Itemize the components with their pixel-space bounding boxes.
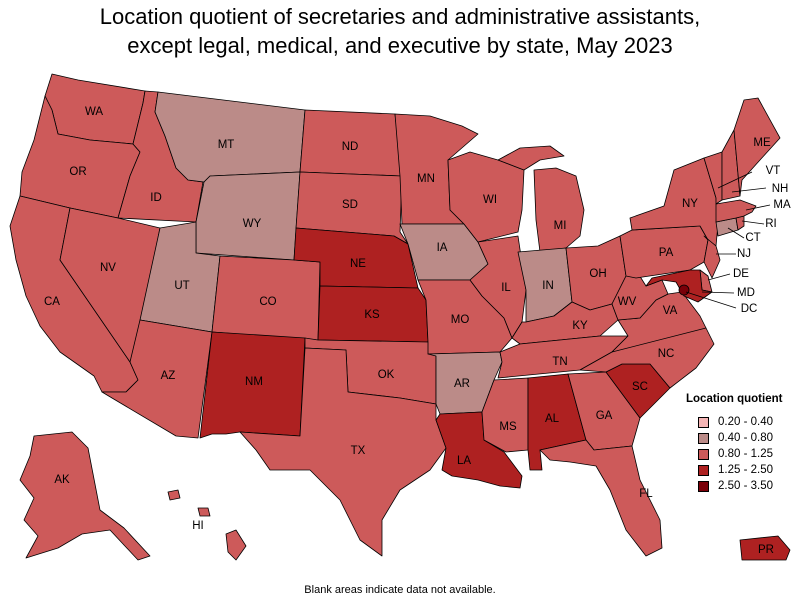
state-ME[interactable] bbox=[733, 97, 781, 197]
map-title-line-1: Location quotient of secretaries and adm… bbox=[99, 4, 701, 29]
label-FL: FL bbox=[639, 488, 653, 500]
label-WA: WA bbox=[85, 106, 103, 118]
label-NJ: NJ bbox=[737, 248, 751, 260]
label-NM: NM bbox=[245, 376, 263, 388]
state-MI-upper[interactable] bbox=[497, 145, 565, 171]
state-TX[interactable] bbox=[239, 347, 447, 557]
state-NM[interactable] bbox=[199, 331, 306, 439]
label-MD: MD bbox=[737, 287, 755, 299]
label-KS: KS bbox=[364, 309, 380, 321]
legend-label: 1.25 - 2.50 bbox=[718, 464, 773, 476]
state-DC[interactable] bbox=[678, 284, 690, 296]
label-NE: NE bbox=[350, 258, 366, 270]
label-ID: ID bbox=[150, 192, 162, 204]
leader-lines bbox=[685, 171, 771, 309]
label-AR: AR bbox=[454, 378, 470, 390]
legend-row: 0.80 - 1.25 bbox=[686, 446, 782, 462]
label-DE: DE bbox=[733, 268, 749, 280]
legend-row: 0.20 - 0.40 bbox=[686, 414, 782, 430]
label-WY: WY bbox=[243, 218, 262, 230]
label-SD: SD bbox=[342, 199, 358, 211]
state-MT[interactable] bbox=[154, 91, 306, 183]
label-CT: CT bbox=[745, 232, 760, 244]
legend-label: 0.80 - 1.25 bbox=[718, 448, 773, 460]
label-TN: TN bbox=[552, 356, 567, 368]
label-OK: OK bbox=[378, 369, 395, 381]
label-RI: RI bbox=[765, 218, 777, 230]
legend-label: 0.40 - 0.80 bbox=[718, 432, 773, 444]
state-labels: WA OR CA ID NV MT WY UT AZ CO NM ND SD N… bbox=[44, 106, 791, 556]
legend-row: 1.25 - 2.50 bbox=[686, 462, 782, 478]
label-VA: VA bbox=[663, 305, 678, 317]
label-NC: NC bbox=[658, 348, 675, 360]
label-AZ: AZ bbox=[161, 370, 176, 382]
legend-row: 0.40 - 0.80 bbox=[686, 430, 782, 446]
state-MA[interactable] bbox=[715, 199, 757, 223]
label-CA: CA bbox=[44, 296, 60, 308]
legend-title: Location quotient bbox=[686, 393, 783, 405]
label-IA: IA bbox=[437, 242, 448, 254]
state-FL[interactable] bbox=[539, 439, 663, 557]
label-NH: NH bbox=[772, 183, 789, 195]
legend-swatch bbox=[698, 432, 709, 444]
label-MT: MT bbox=[218, 139, 235, 151]
label-MN: MN bbox=[417, 173, 435, 185]
legend-swatch bbox=[698, 480, 709, 492]
label-NY: NY bbox=[682, 198, 698, 210]
legend-label: 0.20 - 0.40 bbox=[718, 416, 773, 428]
label-GA: GA bbox=[596, 410, 613, 422]
label-MS: MS bbox=[499, 421, 517, 433]
state-WY[interactable] bbox=[195, 171, 301, 261]
label-ME: ME bbox=[753, 137, 771, 149]
state-AZ[interactable] bbox=[101, 319, 213, 439]
label-MA: MA bbox=[773, 199, 791, 211]
state-WI[interactable] bbox=[447, 151, 525, 243]
label-CO: CO bbox=[259, 296, 276, 308]
state-CO[interactable] bbox=[211, 255, 321, 341]
label-IN: IN bbox=[542, 280, 554, 292]
label-DC: DC bbox=[741, 303, 758, 315]
label-IL: IL bbox=[501, 282, 511, 294]
label-PR: PR bbox=[758, 544, 774, 556]
label-LA: LA bbox=[457, 455, 471, 467]
label-SC: SC bbox=[632, 381, 648, 393]
state-PR[interactable] bbox=[739, 535, 791, 561]
legend-swatch bbox=[698, 448, 709, 460]
state-AK[interactable] bbox=[19, 431, 151, 561]
legend-row: 2.50 - 3.50 bbox=[686, 478, 782, 494]
legend-swatch bbox=[698, 464, 709, 476]
state-HI-kauai[interactable] bbox=[167, 489, 181, 501]
label-ND: ND bbox=[342, 141, 359, 153]
label-AK: AK bbox=[54, 474, 70, 486]
label-HI: HI bbox=[192, 520, 204, 532]
state-HI[interactable] bbox=[225, 529, 247, 561]
map-title-line-2: except legal, medical, and executive by … bbox=[127, 33, 673, 58]
label-KY: KY bbox=[572, 320, 588, 332]
label-MO: MO bbox=[451, 314, 470, 326]
label-VT: VT bbox=[766, 165, 781, 177]
state-VT[interactable] bbox=[703, 151, 723, 205]
label-TX: TX bbox=[351, 445, 366, 457]
label-OH: OH bbox=[589, 268, 606, 280]
legend-swatch bbox=[698, 416, 709, 428]
label-PA: PA bbox=[659, 247, 674, 259]
legend: Location quotient 0.20 - 0.40 0.40 - 0.8… bbox=[686, 393, 782, 494]
label-WI: WI bbox=[483, 194, 497, 206]
label-OR: OR bbox=[69, 166, 86, 178]
footnote: Blank areas indicate data not available. bbox=[304, 584, 496, 596]
label-WV: WV bbox=[618, 296, 637, 308]
state-HI-oahu[interactable] bbox=[197, 507, 211, 517]
state-MI[interactable] bbox=[533, 167, 585, 253]
label-AL: AL bbox=[545, 413, 560, 425]
label-NV: NV bbox=[100, 262, 116, 274]
label-MI: MI bbox=[554, 220, 567, 232]
state-NJ[interactable] bbox=[703, 235, 721, 279]
map-title: Location quotient of secretaries and adm… bbox=[0, 2, 800, 60]
legend-label: 2.50 - 3.50 bbox=[718, 480, 773, 492]
label-UT: UT bbox=[174, 280, 189, 292]
